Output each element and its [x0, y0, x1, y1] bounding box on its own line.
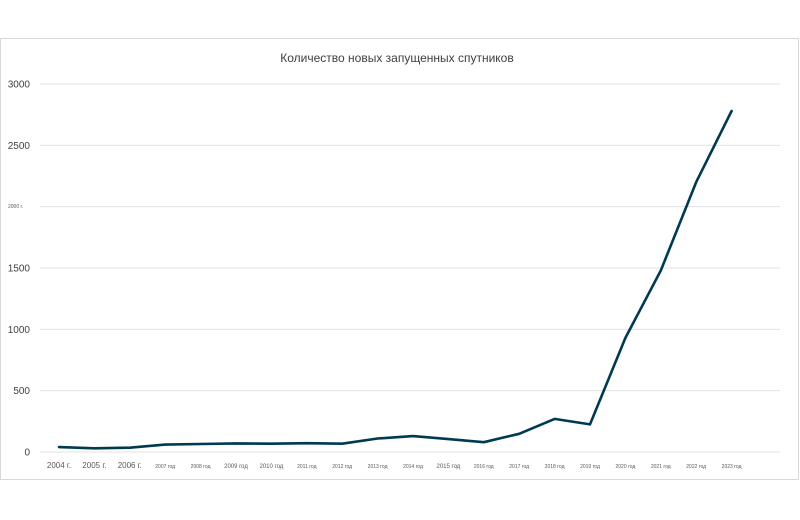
x-tick-label: 2007 год — [155, 464, 175, 470]
y-tick-label: 1500 — [8, 264, 31, 275]
series-layer — [57, 109, 733, 450]
chart-title: Количество новых запущенных спутников — [280, 51, 513, 65]
y-tick-label: 0 — [24, 448, 30, 459]
x-tick-label: 2014 год — [403, 464, 423, 470]
y-tick-label: 2500 — [8, 141, 31, 152]
x-tick-label: 2023 год — [722, 464, 742, 470]
y-tick-label: 2000 г. — [8, 204, 23, 210]
gridlines — [40, 83, 780, 453]
x-tick-label: 2020 год — [615, 464, 635, 470]
x-tick-label: 2011 год — [297, 464, 317, 470]
x-tick-label: 2008 год — [191, 464, 211, 470]
x-tick-label: 2017 год — [509, 464, 529, 470]
x-tick-label: 2004 г. — [47, 461, 71, 470]
y-tick-label: 500 — [13, 386, 30, 397]
x-tick-label: 2006 г. — [118, 461, 142, 470]
x-tick-label: 2015 год — [437, 464, 461, 470]
x-tick-label: 2016 год — [474, 464, 494, 470]
y-tick-label: 1000 — [8, 325, 31, 336]
x-tick-label: 2012 год — [332, 464, 352, 470]
x-tick-label: 2021 год — [651, 464, 671, 470]
x-tick-label: 2009 год — [224, 464, 248, 470]
x-tick-label: 2018 год — [545, 464, 565, 470]
series-line — [57, 109, 733, 450]
x-tick-label: 2022 год — [686, 464, 706, 470]
x-tick-label: 2013 год — [368, 464, 388, 470]
x-tick-label: 2005 г. — [82, 461, 106, 470]
y-tick-label: 3000 — [8, 80, 31, 91]
x-axis-ticks: 2004 г. 2005 г. 2006 г. 2007 год 2008 год 200… — [47, 461, 742, 470]
y-axis-ticks: 0 500 1000 1500 2000 г. 2500 3000 — [8, 80, 31, 459]
x-tick-label: 2010 год — [260, 464, 284, 470]
x-tick-label: 2019 год — [580, 464, 600, 470]
